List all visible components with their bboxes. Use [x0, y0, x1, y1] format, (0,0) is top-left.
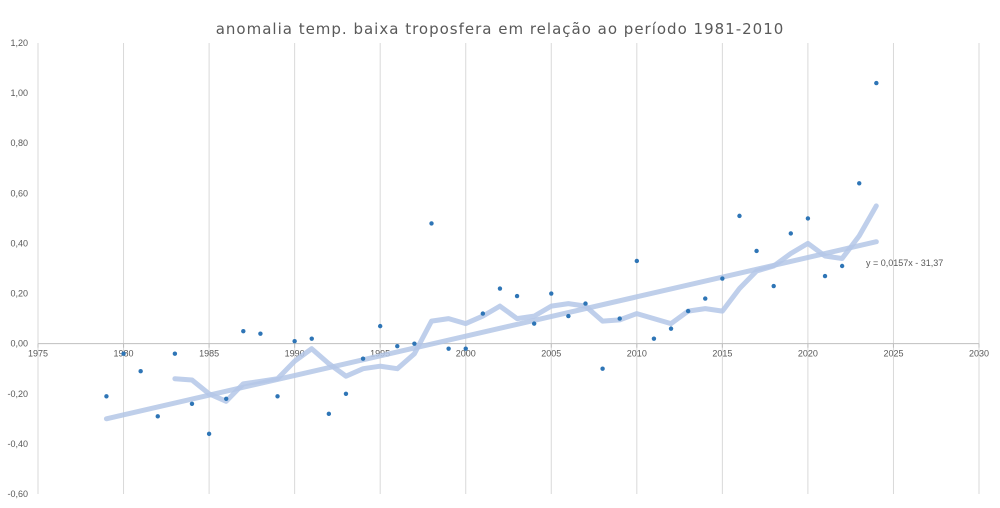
- data-point: [155, 414, 160, 419]
- data-point: [258, 331, 263, 336]
- data-point: [874, 80, 879, 86]
- data-points: [104, 80, 879, 437]
- data-point: [685, 308, 691, 314]
- data-point: [172, 351, 178, 356]
- data-point: [275, 394, 280, 399]
- series-layer: y = 0,0157x - 31,37: [103, 203, 943, 422]
- chart-title: anomalia temp. baixa troposfera em relaç…: [215, 20, 785, 38]
- data-point: [583, 301, 588, 306]
- data-point: [822, 273, 828, 279]
- data-point: [737, 213, 742, 219]
- data-point: [206, 431, 212, 437]
- data-point: [771, 283, 776, 289]
- data-point: [104, 394, 109, 399]
- trendline-equation: y = 0,0157x - 31,37: [866, 258, 943, 268]
- x-tick-label: 1985: [199, 349, 219, 359]
- data-point: [224, 396, 229, 401]
- data-point: [720, 276, 725, 281]
- x-tick-label: 1975: [28, 349, 48, 359]
- data-point: [754, 248, 759, 254]
- data-point: [343, 391, 349, 396]
- data-point: [395, 343, 400, 349]
- x-tick-label: 2000: [456, 349, 476, 359]
- y-tick-label: 0,80: [10, 138, 28, 148]
- data-point: [138, 369, 143, 374]
- data-point: [412, 341, 417, 346]
- y-tick-label: 0,40: [10, 238, 28, 248]
- data-point: [566, 313, 571, 319]
- data-point: [788, 231, 793, 236]
- data-point: [514, 293, 520, 299]
- y-tick-label: -0,40: [7, 439, 28, 449]
- data-point: [634, 258, 640, 264]
- data-point: [703, 296, 708, 301]
- y-tick-label: 0,00: [10, 339, 28, 349]
- data-point: [651, 336, 657, 341]
- y-tick-label: 0,20: [10, 289, 28, 299]
- y-tick-label: -0,20: [7, 389, 28, 399]
- x-tick-label: 2010: [627, 349, 647, 359]
- data-point: [189, 401, 195, 406]
- x-tick-label: 2020: [798, 349, 818, 359]
- data-point: [309, 336, 314, 341]
- y-tick-label: -0,60: [7, 489, 28, 499]
- data-point: [600, 366, 605, 371]
- data-point: [121, 351, 126, 356]
- moving-average-line: [172, 203, 879, 404]
- data-point: [531, 321, 537, 326]
- data-point: [480, 311, 486, 316]
- x-tick-label: 2005: [541, 349, 561, 359]
- data-point: [497, 286, 503, 291]
- x-tick-label: 2030: [969, 349, 989, 359]
- y-tick-label: 1,00: [10, 88, 28, 98]
- data-point: [292, 338, 297, 344]
- data-point: [360, 356, 366, 361]
- x-tick-label: 2025: [883, 349, 903, 359]
- axis-tick-labels: 1,20 1,00 0,80 0,60 0,40 0,20 0,00 -0,20 -0,40 -0…: [7, 38, 989, 499]
- x-tick-label: 2015: [712, 349, 732, 359]
- data-point: [668, 326, 674, 331]
- data-point: [463, 346, 468, 351]
- data-point: [857, 181, 862, 186]
- data-point: [446, 346, 451, 351]
- data-point: [549, 291, 554, 296]
- grid-lines: [37, 43, 980, 494]
- data-point: [839, 263, 845, 269]
- data-point: [377, 323, 383, 329]
- y-tick-label: 0,60: [10, 188, 28, 198]
- data-point: [326, 411, 332, 417]
- data-point: [429, 221, 434, 226]
- data-point: [617, 316, 622, 321]
- data-point: [241, 328, 246, 334]
- x-tick-label: 1990: [285, 349, 305, 359]
- data-point: [805, 216, 811, 221]
- y-tick-label: 1,20: [10, 38, 28, 48]
